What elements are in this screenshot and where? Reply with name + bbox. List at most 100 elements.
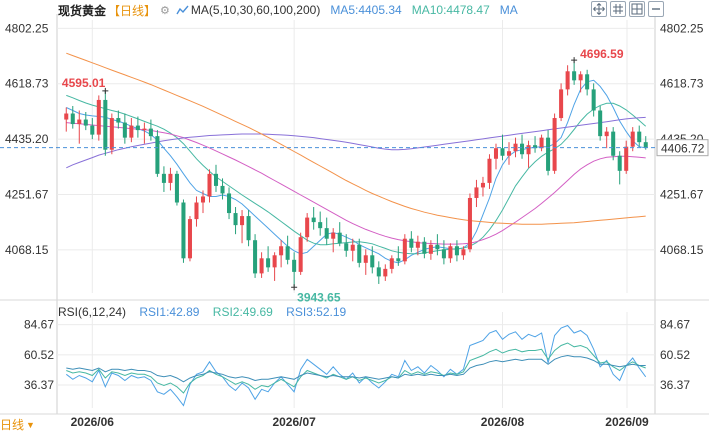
ma-line-ma30 (66, 122, 646, 245)
candle-body (161, 173, 166, 183)
candle-body (363, 255, 368, 263)
candle-body (480, 182, 485, 188)
candle-body (448, 246, 453, 259)
ma-line-ma100 (66, 52, 646, 225)
ma-line-ma60 (66, 116, 646, 169)
candle-body (415, 241, 420, 248)
time-tick-label: 2026/06 (71, 415, 115, 429)
low-price-label: 3943.65 (297, 290, 341, 304)
price-tick-right: 4802.25 (660, 21, 704, 35)
candle-body (266, 258, 271, 268)
candle-body (357, 244, 362, 263)
candle-body (344, 243, 349, 251)
candle-body (331, 232, 336, 239)
price-tick-left: 4068.15 (5, 243, 49, 257)
candle-body (533, 145, 538, 149)
candle-body (103, 99, 108, 150)
candle-body (70, 113, 75, 125)
candle-body (474, 187, 479, 198)
candle-body (246, 216, 251, 241)
candle-body (311, 217, 316, 223)
candle-body (64, 113, 69, 120)
candle-body (376, 267, 381, 277)
candle-body (383, 268, 388, 277)
candle-body (168, 173, 173, 183)
candle-body (292, 259, 297, 272)
minus-icon[interactable] (648, 1, 664, 17)
candle-body (637, 131, 642, 143)
candle-body (585, 74, 590, 90)
candle-body (513, 143, 518, 152)
period-selector-label: 日线 (0, 418, 25, 432)
candle-body (148, 128, 153, 137)
candle-body (370, 255, 375, 268)
candle-body (109, 118, 114, 150)
grid-icon[interactable] (610, 1, 626, 17)
candle-body (461, 249, 466, 256)
candle-body (526, 145, 531, 155)
ma-indicator-title[interactable]: MA(5,10,30,60,100,200) (190, 3, 321, 17)
candle-body (200, 196, 206, 203)
period-label[interactable]: 【日线】 (108, 3, 157, 18)
ma-line-ma10 (66, 94, 647, 255)
candle-body (428, 244, 433, 254)
candle-body (572, 71, 577, 81)
ma-indicator-icon[interactable] (176, 5, 189, 16)
candle-body (578, 74, 583, 81)
rsi-header: RSI(6,12,24) RSI1:42.89 RSI2:49.69 RSI3:… (58, 305, 346, 319)
candle-body (337, 232, 342, 244)
candle-body (155, 136, 160, 174)
candle-body (565, 71, 570, 90)
rsi-title[interactable]: RSI(6,12,24) (58, 305, 127, 319)
period-selector[interactable]: 日线 ▼ (0, 416, 35, 433)
rsi-tick-right: 60.52 (660, 348, 690, 362)
candle-body (643, 142, 648, 148)
candle-body (279, 246, 284, 256)
ma-value: MA (499, 3, 518, 17)
candle-body (298, 237, 303, 272)
ma-line-ma5 (66, 79, 646, 264)
price-tick-left: 4251.67 (5, 187, 49, 201)
last-price-tag (656, 139, 709, 157)
candle-body (624, 146, 629, 171)
candle-body (83, 119, 88, 126)
candle-body (272, 255, 277, 268)
candle-body (122, 122, 127, 138)
candle-body (285, 246, 290, 260)
rsi-tick-left: 60.52 (24, 348, 54, 362)
rsi1-value: RSI1:42.89 (139, 305, 200, 319)
caret-down-icon: ▼ (26, 419, 35, 430)
candle-body (396, 258, 401, 262)
candle-body (402, 238, 407, 262)
candle-body (174, 173, 179, 203)
low-marker-icon (291, 284, 298, 291)
candle-body (240, 216, 245, 226)
candle-body (116, 118, 121, 123)
candle-body (552, 118, 557, 171)
price-tick-right: 4068.15 (660, 243, 704, 257)
grid-square-icon[interactable] (629, 1, 645, 17)
rsi-tick-right: 36.37 (660, 378, 690, 392)
gear-icon[interactable]: ⚙ (160, 4, 170, 17)
candle-body (539, 137, 544, 149)
candle-body (389, 258, 394, 269)
expand-arrows-icon[interactable] (591, 1, 607, 17)
ma10-value: MA10:4478.47 (411, 3, 490, 17)
candle-body (435, 244, 440, 250)
main-chart-header: 现货黄金 【日线】 ⚙ MA(5,10,30,60,100,200) MA5:4… (58, 2, 518, 18)
rsi-tick-right: 84.67 (660, 318, 690, 332)
candle-body (500, 148, 505, 156)
candle-body (591, 89, 596, 111)
rsi-line-rsi2 (66, 342, 646, 394)
symbol-name: 现货黄金 (58, 3, 107, 18)
candle-body (181, 202, 186, 259)
price-tick-left: 4435.20 (5, 132, 49, 146)
candle-body (493, 148, 499, 159)
candle-body (617, 155, 622, 171)
price-tick-right: 4618.73 (660, 77, 704, 91)
candle-body (129, 125, 134, 138)
candle-body (135, 125, 140, 131)
candle-body (487, 158, 492, 183)
candle-body (77, 119, 82, 125)
